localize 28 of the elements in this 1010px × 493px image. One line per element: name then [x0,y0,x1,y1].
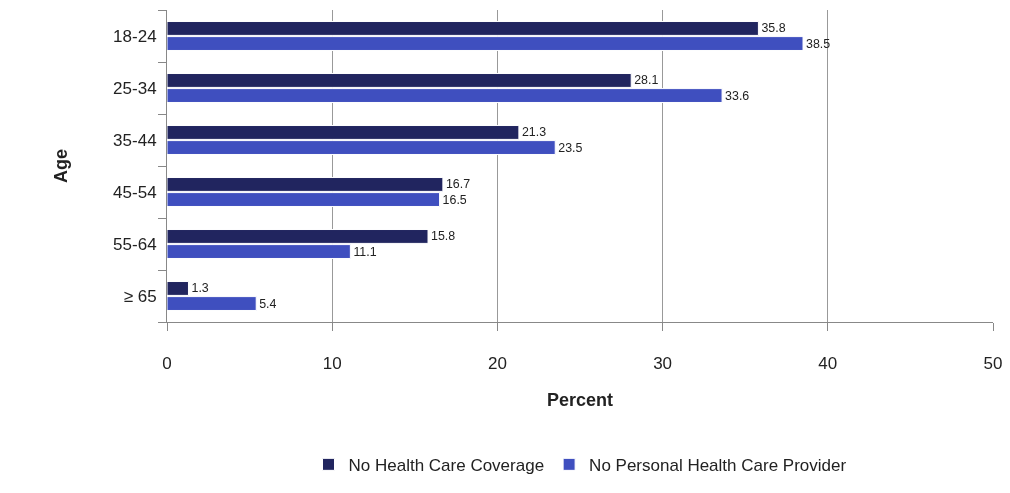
x-tick-label: 30 [653,354,673,374]
y-tick-label: 55-64 [113,234,157,254]
y-tick-label: 18-24 [113,26,157,46]
data-label: 1.3 [191,281,209,296]
x-tick-label: 50 [983,354,1003,374]
y-axis-title: Age [51,148,72,184]
data-label: 33.6 [725,88,750,103]
x-axis-title: Percent [546,389,614,410]
data-label: 23.5 [558,140,583,155]
legend-label: No Health Care Coverage [348,455,545,475]
data-label: 16.5 [442,192,467,207]
y-tick-label: 45-54 [113,182,157,202]
data-label: 21.3 [521,125,547,140]
data-label: 15.8 [431,229,456,244]
x-tick-label: 40 [818,354,838,374]
x-tick-label: 20 [487,354,507,374]
y-tick-label: 25-34 [113,78,157,98]
legend-label: No Personal Health Care Provider [589,455,847,475]
data-label: 35.8 [761,21,786,36]
y-tick-label: ≥ 65 [123,286,157,306]
data-label: 38.5 [806,36,831,51]
data-label: 28.1 [634,73,659,88]
data-label: 16.7 [445,177,471,192]
data-label: 5.4 [259,296,277,311]
y-tick-label: 35-44 [113,130,157,150]
x-tick-label: 0 [162,354,172,374]
data-label: 11.1 [353,244,377,259]
x-tick-label: 10 [322,354,342,374]
